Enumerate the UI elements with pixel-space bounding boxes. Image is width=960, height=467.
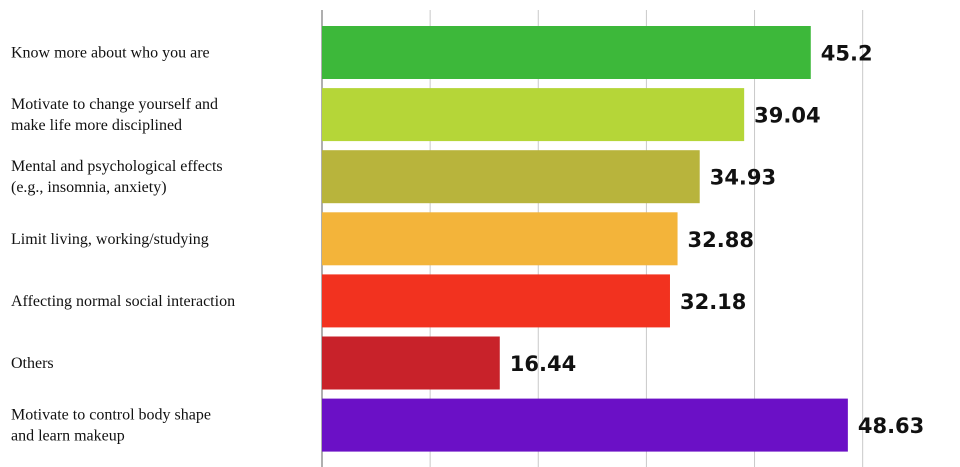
bar-5 — [322, 274, 670, 328]
category-label-line: Know more about who you are — [11, 45, 210, 62]
category-labels: Know more about who you are Motivate to c… — [11, 45, 235, 445]
value-label-4: 32.88 — [688, 228, 754, 252]
category-label-7: Motivate to control body shape and learn … — [11, 407, 211, 445]
category-label-line: Others — [11, 355, 54, 372]
category-label-line: Affecting normal social interaction — [11, 293, 235, 310]
bar-2 — [322, 88, 745, 142]
value-label-2: 39.04 — [754, 104, 820, 128]
category-label-5: Affecting normal social interaction — [11, 293, 235, 310]
value-label-1: 45.2 — [821, 42, 873, 66]
bar-6 — [322, 336, 500, 390]
bar-4 — [322, 212, 678, 266]
bar-7 — [322, 398, 848, 452]
category-label-line: Limit living, working/studying — [11, 231, 209, 248]
bar-3 — [322, 150, 700, 204]
value-label-7: 48.63 — [858, 414, 924, 438]
bars — [322, 26, 848, 452]
category-label-1: Know more about who you are — [11, 45, 210, 62]
value-labels: 45.2 39.04 34.93 32.88 32.18 16.44 48.63 — [510, 42, 925, 439]
value-label-5: 32.18 — [680, 290, 746, 314]
category-label-line: Motivate to control body shape — [11, 407, 211, 424]
category-label-line: Motivate to change yourself and — [11, 96, 218, 113]
category-label-line: (e.g., insomnia, anxiety) — [11, 179, 167, 196]
category-label-line: make life more disciplined — [11, 117, 182, 134]
bar-1 — [322, 26, 811, 79]
category-label-line: and learn makeup — [11, 428, 125, 445]
category-label-3: Mental and psychological effects (e.g., i… — [11, 158, 223, 196]
category-label-4: Limit living, working/studying — [11, 231, 209, 248]
category-label-2: Motivate to change yourself and make life… — [11, 96, 218, 134]
category-label-line: Mental and psychological effects — [11, 158, 223, 175]
category-label-6: Others — [11, 355, 54, 372]
value-label-6: 16.44 — [510, 352, 576, 376]
value-label-3: 34.93 — [710, 166, 776, 190]
